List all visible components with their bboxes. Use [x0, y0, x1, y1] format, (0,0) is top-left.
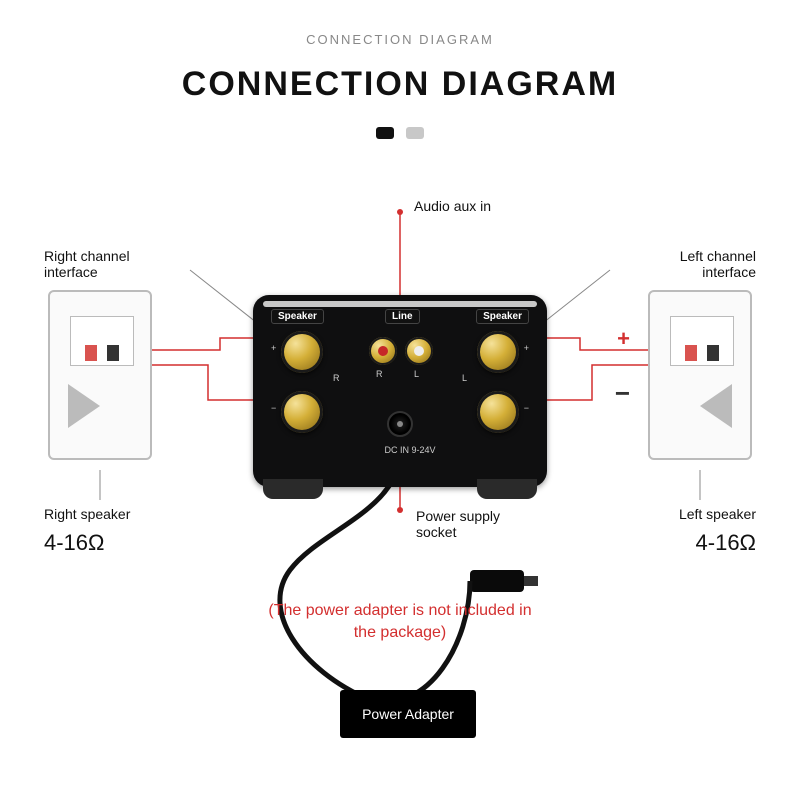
amplifier: Speaker Line Speaker + − R + − L R L DC … [253, 295, 547, 487]
polarity-plus: + [617, 326, 630, 352]
polarity-minus: − [615, 378, 630, 409]
callout-audio-aux: Audio aux in [414, 198, 491, 214]
pager-dot[interactable] [406, 127, 424, 139]
rca-line-r [369, 337, 397, 365]
impedance-right: 4-16Ω [44, 530, 104, 556]
dc-label: DC IN 9-24V [365, 445, 455, 455]
left-speaker [648, 290, 752, 460]
panel-label-speaker-r: Speaker [271, 309, 324, 324]
callout-left-channel: Left channel interface [636, 248, 756, 280]
panel-label-speaker-l: Speaker [476, 309, 529, 324]
terminal-r-minus [281, 391, 323, 433]
warning-text: (The power adapter is not included in th… [260, 600, 540, 645]
subtitle: CONNECTION DIAGRAM [0, 0, 800, 47]
dc-jack [387, 411, 413, 437]
terminal-l-minus [477, 391, 519, 433]
panel-label-line: Line [385, 309, 420, 324]
callout-right-channel: Right channel interface [44, 248, 164, 280]
diagram-stage: Audio aux in Right channel interface Lef… [0, 170, 800, 800]
pager-dot-active[interactable] [376, 127, 394, 139]
pager [0, 104, 800, 144]
terminal-r-plus [281, 331, 323, 373]
callout-left-speaker: Left speaker [679, 506, 756, 522]
right-speaker [48, 290, 152, 460]
callout-right-speaker: Right speaker [44, 506, 130, 522]
impedance-left: 4-16Ω [696, 530, 756, 556]
page-title: CONNECTION DIAGRAM [0, 47, 800, 104]
rca-line-l [405, 337, 433, 365]
callout-power-socket: Power supply socket [416, 508, 536, 540]
terminal-l-plus [477, 331, 519, 373]
power-adapter: Power Adapter [340, 690, 476, 738]
